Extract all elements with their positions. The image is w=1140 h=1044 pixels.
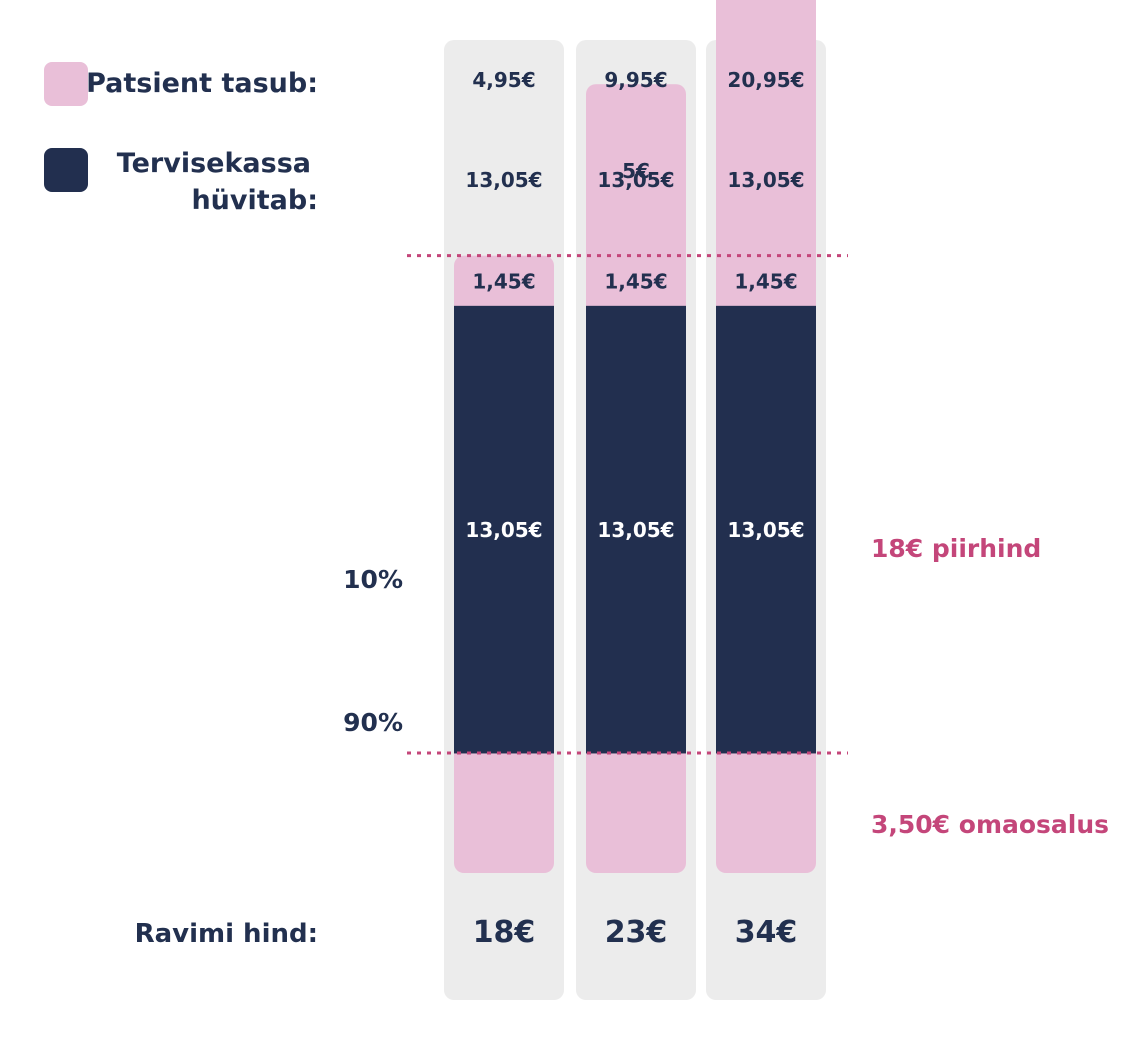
price-label: 34€ — [735, 915, 798, 950]
row-label-price: Ravimi hind: — [135, 919, 318, 949]
value-labels: 13,05€ 1,45€ 4,95€ 13,05€ 18€ 13,05€ 1,45€ 5€ 9,… — [465, 68, 804, 950]
legend-patient-label: Patsient tasub: — [86, 68, 318, 99]
bar-segment-above_limit — [716, 0, 816, 257]
insurer-total-label: 13,05€ — [465, 168, 542, 192]
bar-segment-insurer_90 — [716, 305, 816, 754]
legend-insurer-label-line1: Tervisekassa — [117, 148, 311, 179]
price-limit-label: 18€ piirhind — [871, 534, 1041, 563]
stacked-bar — [716, 0, 816, 873]
reference-lines — [407, 254, 848, 755]
price-label: 23€ — [605, 915, 668, 950]
stacked-bar — [586, 84, 686, 874]
bar-segment-patient_10 — [454, 255, 554, 306]
bar-segment-insurer_90 — [454, 305, 554, 754]
row-label-10-percent: 10% — [343, 565, 403, 594]
bar-segment-copay — [716, 752, 816, 873]
patient-total-label: 4,95€ — [472, 68, 535, 92]
stacked-bars — [454, 0, 816, 874]
patient-total-label: 9,95€ — [604, 68, 667, 92]
bar-segment-label: 1,45€ — [734, 269, 797, 293]
stacked-bar — [454, 255, 554, 874]
row-label-90-percent: 90% — [343, 708, 403, 737]
bar-segment-copay — [454, 752, 554, 874]
bar-segment-patient_10 — [716, 255, 816, 306]
legend-insurer-swatch — [44, 148, 88, 192]
bar-segment-copay — [586, 752, 686, 874]
bar-segment-label: 13,05€ — [727, 518, 804, 542]
bar-segment-patient_10 — [586, 255, 686, 306]
bar-segment-label: 1,45€ — [472, 269, 535, 293]
patient-total-label: 20,95€ — [727, 68, 804, 92]
insurer-total-label: 13,05€ — [597, 168, 674, 192]
bar-segment-label: 13,05€ — [465, 518, 542, 542]
bar-segment-above_limit — [586, 84, 686, 257]
bar-segment-label: 1,45€ — [604, 269, 667, 293]
insurer-total-label: 13,05€ — [727, 168, 804, 192]
bar-segment-label: 5€ — [622, 159, 650, 183]
legend-insurer-label-line2: hüvitab: — [191, 185, 318, 216]
bar-segment-insurer_90 — [586, 305, 686, 754]
bar-segment-label: 13,05€ — [597, 518, 674, 542]
legend-patient-swatch — [44, 62, 88, 106]
price-label: 18€ — [473, 915, 536, 950]
copayment-label: 3,50€ omaosalus — [871, 810, 1109, 839]
